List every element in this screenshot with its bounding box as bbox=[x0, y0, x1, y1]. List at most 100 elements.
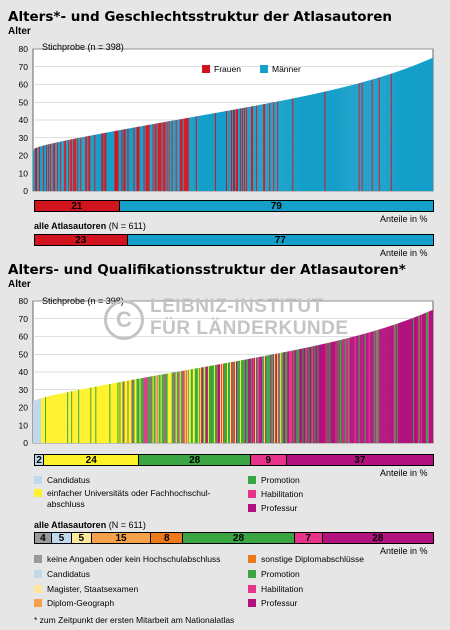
legend-magister-swatch bbox=[34, 585, 42, 593]
legend-keine-swatch bbox=[34, 555, 42, 563]
chart1-bar bbox=[418, 63, 421, 191]
chart2-bar bbox=[410, 318, 413, 443]
chart2-bar bbox=[170, 372, 172, 443]
chart1-bar bbox=[42, 145, 44, 191]
chart1-bar bbox=[353, 84, 355, 191]
chart2-bar bbox=[385, 327, 387, 443]
chart1-y-tick-label: 20 bbox=[19, 151, 29, 161]
chart2-bar bbox=[295, 349, 297, 443]
chart1-bar bbox=[130, 128, 132, 191]
chart1-bar bbox=[390, 73, 392, 191]
chart1-bar bbox=[388, 74, 390, 191]
chart2-bar bbox=[125, 380, 127, 443]
legend-keine-label: keine Angaben oder kein Hochschulabschlu… bbox=[47, 554, 221, 564]
chart2-bar bbox=[278, 353, 280, 443]
chart1-bar bbox=[170, 120, 172, 191]
chart2-bar bbox=[379, 329, 381, 443]
chart2-bar bbox=[358, 335, 360, 443]
chart2-bar bbox=[46, 396, 48, 443]
chart2-bar bbox=[138, 378, 140, 443]
chart1-bar bbox=[428, 59, 431, 192]
chart2-bar bbox=[285, 351, 287, 443]
chart1-bar bbox=[367, 80, 369, 191]
chart2-bar bbox=[383, 327, 385, 443]
chart1-bar bbox=[215, 112, 218, 191]
legend-professur-label: Professur bbox=[261, 503, 298, 513]
chart1-bar bbox=[334, 89, 336, 191]
chart1-bar bbox=[194, 116, 196, 191]
chart1-bar bbox=[127, 128, 129, 191]
chart2-bar bbox=[235, 361, 237, 443]
chart2-bar bbox=[229, 362, 232, 443]
chart2-bar bbox=[43, 397, 45, 443]
chart1-bar bbox=[198, 115, 200, 191]
chart2-bar bbox=[39, 398, 41, 443]
chart2-bar bbox=[105, 384, 107, 443]
chart1-bar bbox=[425, 60, 428, 192]
chart2-bar bbox=[48, 396, 50, 443]
chart1-bar bbox=[182, 118, 184, 191]
legend-maenner-label: Männer bbox=[272, 64, 301, 74]
chart1-bar bbox=[92, 135, 94, 191]
legend-promotion-swatch bbox=[248, 476, 256, 484]
chart1-bar bbox=[354, 84, 356, 191]
chart1-bar bbox=[288, 99, 290, 191]
chart1-bar bbox=[186, 117, 188, 191]
chart1-bar bbox=[373, 78, 375, 191]
chart2-bar bbox=[357, 335, 359, 443]
chart1-bar bbox=[362, 82, 364, 191]
chart1-bar bbox=[84, 136, 86, 191]
chart1-bar bbox=[62, 141, 64, 191]
chart2-bar bbox=[220, 363, 223, 443]
chart1-bar bbox=[415, 64, 418, 191]
all-authors-title-2: alle Atlasautoren bbox=[34, 520, 107, 530]
chart1-bar bbox=[385, 75, 387, 191]
chart1-bar bbox=[161, 122, 163, 191]
legend-professur-all-swatch bbox=[248, 599, 256, 607]
chart1-bar bbox=[227, 110, 230, 191]
chart2-bar bbox=[192, 368, 194, 443]
chart2-bar bbox=[340, 339, 342, 443]
chart2-bar bbox=[297, 349, 299, 443]
chart2-bar bbox=[336, 340, 338, 443]
chart1-bar bbox=[55, 142, 57, 191]
chart1-bar bbox=[295, 97, 297, 191]
chart2-bar bbox=[219, 364, 222, 443]
chart1-bar bbox=[400, 70, 402, 191]
chart1-bar bbox=[386, 74, 388, 191]
chart2-bar bbox=[169, 373, 171, 443]
chart1-bar bbox=[208, 114, 211, 191]
chart2-bar bbox=[47, 396, 49, 443]
chart1-bar bbox=[126, 128, 128, 191]
chart1-bar bbox=[75, 138, 77, 191]
chart1-bar bbox=[146, 125, 148, 191]
chart1-bar bbox=[144, 125, 146, 191]
chart2-bar bbox=[84, 388, 86, 443]
chart1-bar bbox=[389, 73, 391, 191]
chart1-bar bbox=[210, 113, 213, 191]
chart2-bar bbox=[244, 359, 246, 443]
chart2-bar bbox=[94, 386, 96, 443]
chart2-bar bbox=[126, 380, 128, 443]
chart1-bar bbox=[63, 140, 65, 191]
chart2-bar bbox=[252, 358, 254, 443]
chart2-bar bbox=[236, 361, 238, 443]
chart2-bar bbox=[63, 392, 65, 443]
chart2-bar bbox=[346, 338, 348, 443]
chart2-bar bbox=[349, 337, 351, 443]
chart2-bar bbox=[183, 370, 185, 443]
chart1-bar bbox=[409, 66, 412, 191]
chart2-y-axis-title: Alter bbox=[8, 279, 31, 290]
chart1-bar bbox=[294, 98, 296, 191]
chart1-bar bbox=[257, 105, 259, 191]
chart1-bar bbox=[348, 85, 350, 191]
share-unit-label: Anteile in % bbox=[380, 214, 428, 224]
chart1-bar bbox=[102, 133, 104, 191]
chart1-bar bbox=[344, 86, 346, 191]
chart1-bar bbox=[52, 143, 54, 191]
chart1-bar bbox=[169, 121, 171, 191]
chart2-bar bbox=[223, 363, 226, 443]
chart2-bar bbox=[168, 373, 170, 443]
chart2-bar bbox=[321, 344, 323, 443]
chart2-bar bbox=[424, 312, 427, 443]
